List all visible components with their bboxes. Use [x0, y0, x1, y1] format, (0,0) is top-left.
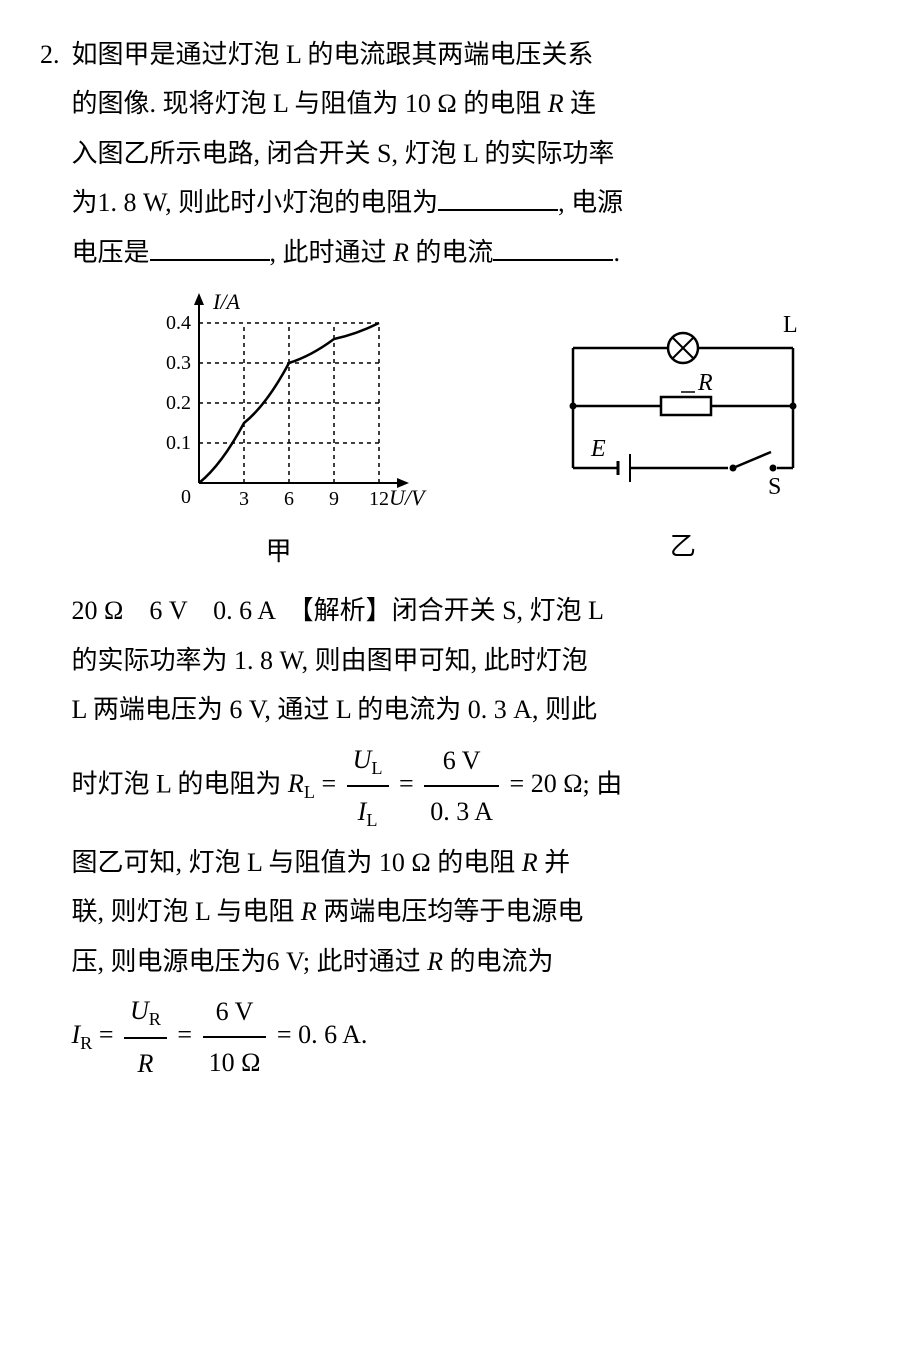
- eq2-f1-top: U: [130, 996, 149, 1025]
- eq2-frac1: URR: [124, 986, 167, 1088]
- eq1-f1-bot-sub: L: [366, 810, 377, 830]
- svg-text:S: S: [768, 474, 781, 500]
- equation-2: IR = URR = 6 V10 Ω = 0. 6 A.: [72, 1020, 368, 1049]
- q-line2-r: R: [548, 89, 564, 118]
- svg-text:0.1: 0.1: [166, 432, 191, 454]
- ans-seg6a: 联, 则灯泡 L 与电阻: [72, 897, 301, 926]
- svg-text:L: L: [783, 312, 798, 338]
- q-line5b: , 此时通过: [270, 238, 394, 267]
- eq2-lhs-sub: R: [80, 1033, 92, 1053]
- eq2-f1-bot: R: [138, 1049, 154, 1078]
- ans-seg5a: 图乙可知, 灯泡 L 与阻值为 10 Ω 的电阻: [72, 848, 522, 877]
- ans-seg5b: 并: [538, 848, 571, 877]
- ans-seg1: 闭合开关 S, 灯泡 L: [392, 596, 604, 625]
- svg-text:R: R: [697, 370, 713, 396]
- blank-3: [493, 229, 613, 260]
- answer-block: 20 Ω 6 V 0. 6 A 【解析】闭合开关 S, 灯泡 L 的实际功率为 …: [72, 586, 881, 1088]
- eq2-f2-top: 6 V: [203, 987, 267, 1038]
- q-line4b: , 电源: [558, 188, 623, 217]
- eq2-f2-bot: 10 Ω: [203, 1038, 267, 1087]
- eq2-frac2: 6 V10 Ω: [203, 987, 267, 1088]
- eq1-f1-top: U: [353, 745, 372, 774]
- problem-content: 如图甲是通过灯泡 L 的电流跟其两端电压关系 的图像. 现将灯泡 L 与阻值为 …: [72, 30, 881, 1088]
- eq2-result: 0. 6 A.: [298, 1020, 367, 1049]
- svg-text:E: E: [590, 436, 606, 462]
- svg-text:9: 9: [329, 488, 339, 510]
- problem-container: 2. 如图甲是通过灯泡 L 的电流跟其两端电压关系 的图像. 现将灯泡 L 与阻…: [40, 30, 880, 1088]
- ans-seg7a: 压, 则电源电压为6 V; 此时通过: [72, 947, 428, 976]
- svg-text:I/A: I/A: [212, 293, 240, 314]
- ans-seg4a: 时灯泡 L 的电阻为: [72, 769, 288, 798]
- question-text: 如图甲是通过灯泡 L 的电流跟其两端电压关系 的图像. 现将灯泡 L 与阻值为 …: [72, 30, 881, 277]
- q-line5c: 的电流: [409, 238, 494, 267]
- problem-number: 2.: [40, 30, 60, 79]
- iv-chart: 3 6 9 12 0.1 0.2 0.3 0.4 0 I/A U/V: [119, 293, 439, 523]
- svg-text:0.3: 0.3: [166, 352, 191, 374]
- q-line2a: 的图像. 现将灯泡 L 与阻值为 10 Ω 的电阻: [72, 89, 548, 118]
- ans-seg2: 的实际功率为 1. 8 W, 则由图甲可知, 此时灯泡: [72, 646, 588, 675]
- eq1-f1-top-sub: L: [371, 758, 382, 778]
- svg-text:0.4: 0.4: [166, 312, 191, 334]
- answer-values: 20 Ω 6 V 0. 6 A: [72, 596, 275, 625]
- svg-text:U/V: U/V: [389, 485, 427, 510]
- eq1-f2-bot: 0. 3 A: [424, 787, 499, 836]
- analysis-label: 【解析】: [301, 596, 392, 625]
- svg-text:0: 0: [181, 486, 191, 508]
- figure-chart: 3 6 9 12 0.1 0.2 0.3 0.4 0 I/A U/V 甲: [119, 293, 439, 576]
- q-line5a: 电压是: [72, 238, 150, 267]
- figures-row: 3 6 9 12 0.1 0.2 0.3 0.4 0 I/A U/V 甲 L E S R 乙: [72, 293, 881, 576]
- svg-text:6: 6: [284, 488, 294, 510]
- blank-1: [438, 180, 558, 211]
- circuit-caption: 乙: [670, 522, 696, 571]
- ans-seg3: L 两端电压为 6 V, 通过 L 的电流为 0. 3 A, 则此: [72, 695, 598, 724]
- eq1-lhs-sub: L: [304, 782, 315, 802]
- q-line5d: .: [613, 238, 620, 267]
- circuit-diagram: L E S R: [533, 298, 833, 518]
- ans-seg6b: 两端电压均等于电源电: [317, 897, 584, 926]
- ans-seg6-r: R: [301, 897, 317, 926]
- svg-text:0.2: 0.2: [166, 392, 191, 414]
- q-line3: 入图乙所示电路, 闭合开关 S, 灯泡 L 的实际功率: [72, 139, 615, 168]
- blank-2: [150, 229, 270, 260]
- svg-text:12: 12: [369, 488, 389, 510]
- eq1-f2-top: 6 V: [424, 736, 499, 787]
- q-line5-r: R: [393, 238, 409, 267]
- ans-seg7b: 的电流为: [443, 947, 554, 976]
- q-line1: 如图甲是通过灯泡 L 的电流跟其两端电压关系: [72, 40, 594, 69]
- figure-circuit: L E S R 乙: [533, 298, 833, 571]
- ans-seg4b: ; 由: [583, 769, 623, 798]
- eq1-frac2: 6 V0. 3 A: [424, 736, 499, 837]
- ans-seg7-r: R: [427, 947, 443, 976]
- chart-caption: 甲: [266, 527, 292, 576]
- equation-1: RL = ULIL = 6 V0. 3 A = 20 Ω: [288, 769, 583, 798]
- eq2-lhs: I: [72, 1020, 81, 1049]
- ans-seg5-r: R: [522, 848, 538, 877]
- q-line4a: 为1. 8 W, 则此时小灯泡的电阻为: [72, 188, 439, 217]
- svg-text:3: 3: [239, 488, 249, 510]
- eq1-lhs: R: [288, 769, 304, 798]
- q-line2b: 连: [564, 89, 597, 118]
- eq1-frac1: ULIL: [347, 735, 389, 839]
- eq2-f1-top-sub: R: [149, 1009, 161, 1029]
- eq1-result: 20 Ω: [531, 769, 583, 798]
